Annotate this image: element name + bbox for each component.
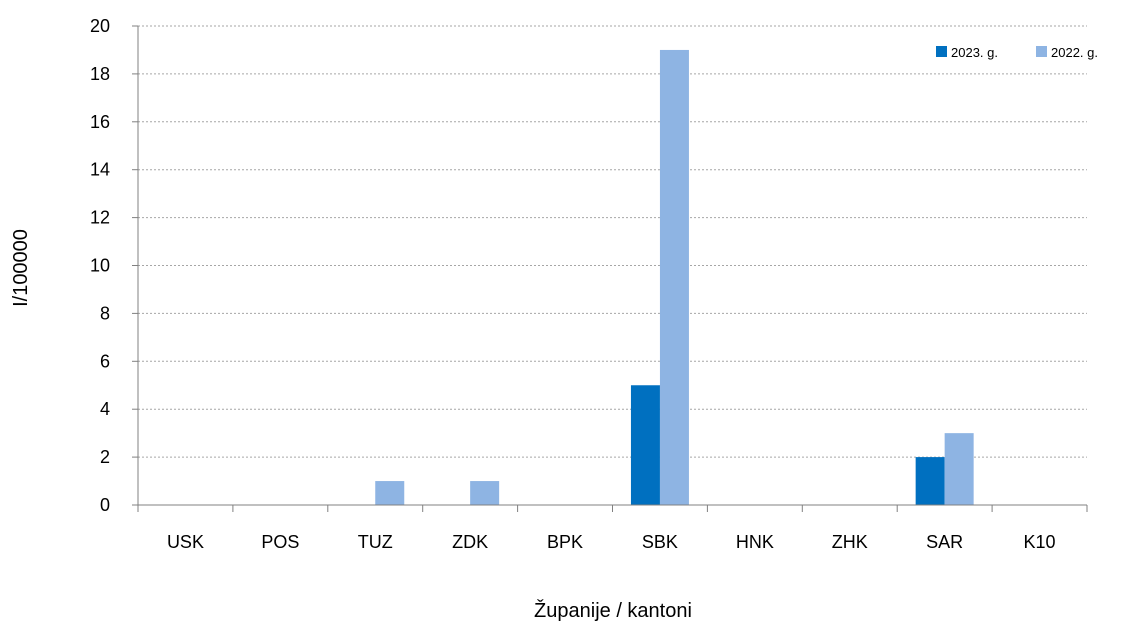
x-tick-label: USK [167, 532, 204, 552]
legend: 2023. g. 2022. g. [936, 45, 1098, 60]
legend-label: 2022. g. [1051, 45, 1098, 60]
x-tick-label: SAR [926, 532, 963, 552]
legend-label: 2023. g. [951, 45, 998, 60]
y-tick-label: 10 [90, 256, 110, 276]
y-tick-label: 16 [90, 112, 110, 132]
bar [630, 385, 660, 505]
bar [915, 457, 945, 505]
y-tick-label: 14 [90, 160, 110, 180]
y-tick-label: 12 [90, 208, 110, 228]
y-tick-label: 4 [100, 399, 110, 419]
y-tick-label: 0 [100, 495, 110, 515]
gridlines [138, 25, 1087, 458]
y-tick-labels: 0 2 4 6 8 10 12 14 16 18 20 [90, 16, 138, 515]
y-tick-label: 6 [100, 351, 110, 371]
y-tick-label: 18 [90, 64, 110, 84]
x-tick-label: HNK [736, 532, 774, 552]
legend-swatch [1036, 46, 1047, 57]
x-tick-label: ZDK [452, 532, 488, 552]
bar [659, 49, 689, 505]
x-axis-title: Županije / kantoni [534, 599, 692, 622]
x-tick-labels: USK POS TUZ ZDK BPK SBK HNK ZHK SAR K10 [167, 532, 1056, 552]
bar [470, 481, 500, 505]
x-tick-label: BPK [547, 532, 583, 552]
x-tick-label: K10 [1024, 532, 1056, 552]
y-tick-label: 2 [100, 447, 110, 467]
x-tick-label: TUZ [358, 532, 393, 552]
bar [375, 481, 405, 505]
y-tick-label: 8 [100, 303, 110, 323]
x-tick-label: SBK [642, 532, 678, 552]
bars [375, 49, 974, 505]
bar [944, 433, 974, 505]
y-tick-label: 20 [90, 16, 110, 36]
x-tick-label: POS [261, 532, 299, 552]
legend-swatch [936, 46, 947, 57]
x-tick-label: ZHK [832, 532, 868, 552]
y-axis-title: I/100000 [10, 229, 32, 307]
